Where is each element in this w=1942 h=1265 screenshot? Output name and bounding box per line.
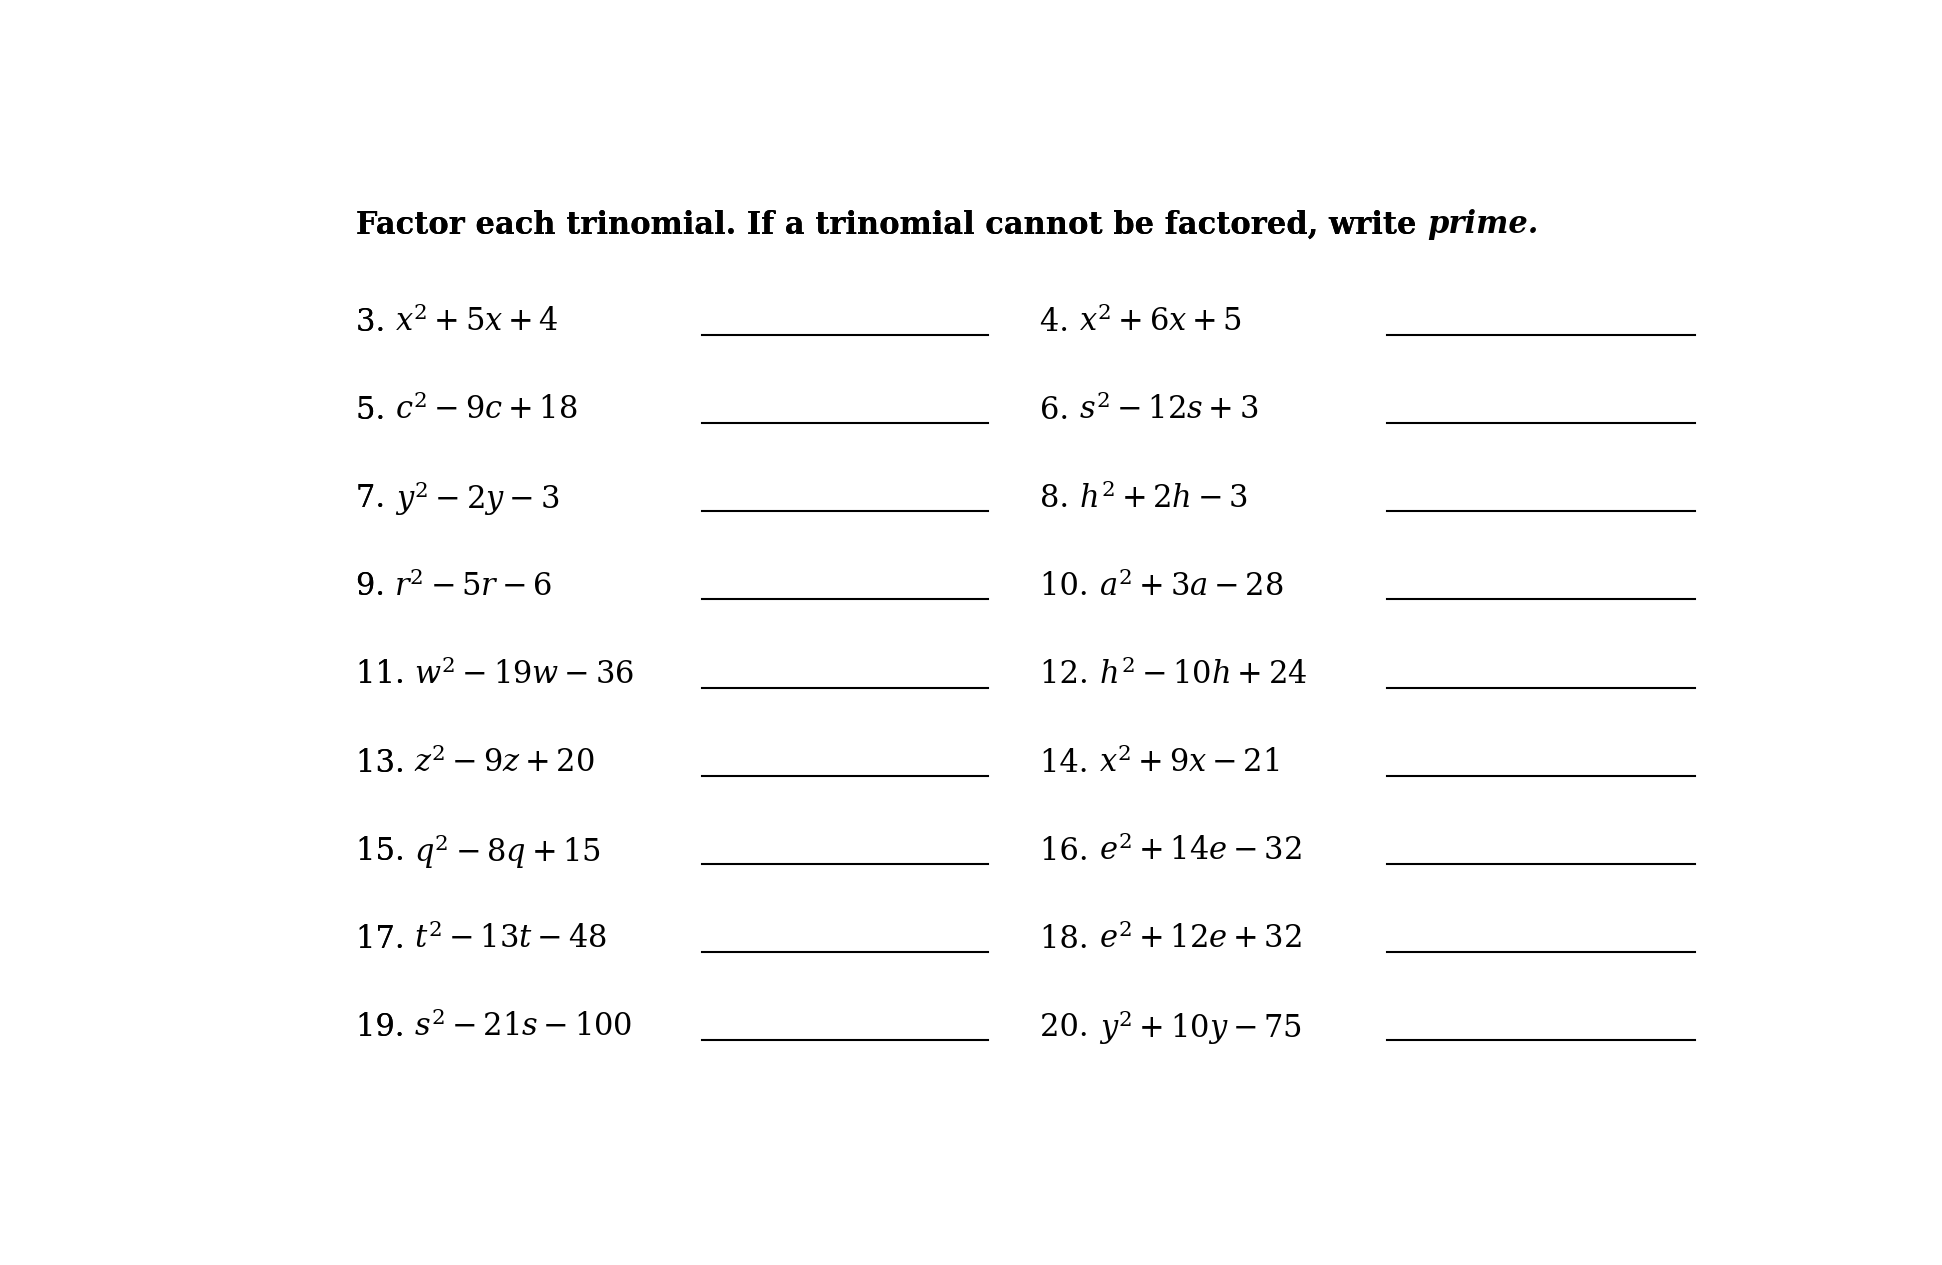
Text: 15.: 15. — [355, 836, 414, 867]
Text: $w^2 - 19w - 36$: $w^2 - 19w - 36$ — [414, 659, 635, 691]
Text: 13.: 13. — [355, 748, 414, 778]
Text: 19.: 19. — [355, 1012, 414, 1042]
Text: $q^2 - 8q + 15$: $q^2 - 8q + 15$ — [414, 831, 602, 870]
Text: 10.: 10. — [1041, 572, 1099, 602]
Text: Factor each trinomial. If a trinomial cannot be factored, write: Factor each trinomial. If a trinomial ca… — [355, 209, 1427, 240]
Text: 6.: 6. — [1041, 395, 1080, 426]
Text: $x^2 + 5x + 4$: $x^2 + 5x + 4$ — [394, 306, 557, 338]
Text: $a^2 + 3a - 28$: $a^2 + 3a - 28$ — [1099, 571, 1284, 602]
Text: 9.: 9. — [355, 572, 394, 602]
Text: 11.: 11. — [355, 659, 414, 691]
Text: $c^2 - 9c + 18$: $c^2 - 9c + 18$ — [394, 395, 577, 426]
Text: 13.: 13. — [355, 748, 414, 778]
Text: $r^2 - 5r - 6$: $r^2 - 5r - 6$ — [394, 571, 552, 602]
Text: 11.: 11. — [355, 659, 414, 691]
Text: 14.: 14. — [1041, 748, 1099, 778]
Text: 12.: 12. — [1041, 659, 1099, 691]
Text: $x^2 + 6x + 5$: $x^2 + 6x + 5$ — [1080, 306, 1243, 338]
Text: 20.: 20. — [1041, 1012, 1099, 1042]
Text: $h^2 + 2h - 3$: $h^2 + 2h - 3$ — [1080, 482, 1249, 515]
Text: $y^2 + 10y - 75$: $y^2 + 10y - 75$ — [1099, 1008, 1301, 1047]
Text: $e^2 + 14e - 32$: $e^2 + 14e - 32$ — [1099, 835, 1301, 868]
Text: $s^2 - 12s + 3$: $s^2 - 12s + 3$ — [1080, 395, 1258, 426]
Text: 3.: 3. — [355, 306, 394, 338]
Text: 17.: 17. — [355, 923, 414, 955]
Text: 15.: 15. — [355, 836, 414, 867]
Text: 7.: 7. — [355, 483, 394, 514]
Text: 5.: 5. — [355, 395, 394, 426]
Text: $y^2 - 2y - 3$: $y^2 - 2y - 3$ — [394, 479, 559, 519]
Text: $h^2 - 10h + 24$: $h^2 - 10h + 24$ — [1099, 659, 1307, 691]
Text: 18.: 18. — [1041, 923, 1099, 955]
Text: $x^2 + 9x - 21$: $x^2 + 9x - 21$ — [1099, 748, 1280, 779]
Text: 8.: 8. — [1041, 483, 1080, 514]
Text: 16.: 16. — [1041, 836, 1099, 867]
Text: 5.: 5. — [355, 395, 394, 426]
Text: $s^2 - 21s - 100$: $s^2 - 21s - 100$ — [414, 1012, 633, 1044]
Text: 3.: 3. — [355, 306, 394, 338]
Text: Factor each trinomial. If a trinomial cannot be factored, write: Factor each trinomial. If a trinomial ca… — [355, 209, 1427, 240]
Text: $z^2 - 9z + 20$: $z^2 - 9z + 20$ — [414, 748, 594, 779]
Text: 19.: 19. — [355, 1012, 414, 1042]
Text: 17.: 17. — [355, 923, 414, 955]
Text: $t^2 - 13t - 48$: $t^2 - 13t - 48$ — [414, 923, 606, 955]
Text: prime.: prime. — [1427, 209, 1538, 240]
Text: $e^2 + 12e + 32$: $e^2 + 12e + 32$ — [1099, 923, 1301, 955]
Text: 9.: 9. — [355, 572, 394, 602]
Text: 4.: 4. — [1041, 306, 1080, 338]
Text: 7.: 7. — [355, 483, 394, 514]
